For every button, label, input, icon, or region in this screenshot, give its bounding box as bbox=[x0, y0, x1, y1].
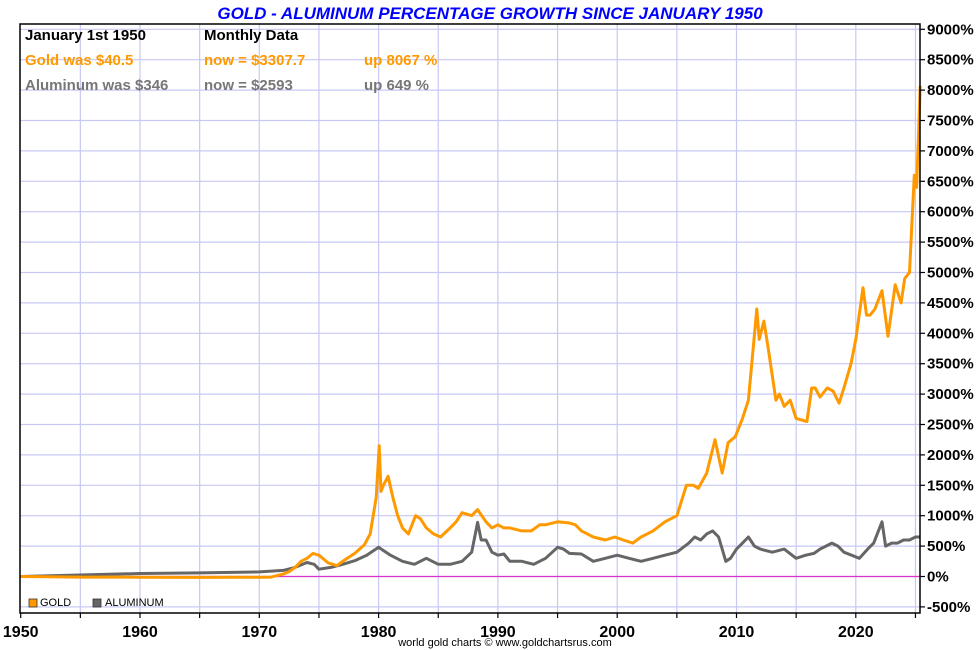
y-tick-label: 6000% bbox=[927, 204, 974, 221]
y-tick-label: 2000% bbox=[927, 447, 974, 464]
y-tick-label: 0% bbox=[927, 569, 949, 586]
frequency-label: Monthly Data bbox=[204, 27, 299, 44]
footer-credit: world gold charts © www.goldchartsrus.co… bbox=[397, 637, 612, 649]
y-tick-label: -500% bbox=[927, 599, 970, 616]
y-tick-label: 5500% bbox=[927, 234, 974, 251]
y-tick-label: 1000% bbox=[927, 508, 974, 525]
y-tick-label: 2500% bbox=[927, 417, 974, 434]
series-line-gold bbox=[20, 85, 922, 579]
y-tick-label: 7000% bbox=[927, 143, 974, 160]
y-tick-label: 9000% bbox=[927, 21, 974, 38]
aluminum-now: now = $2593 bbox=[204, 77, 293, 94]
y-axis: -500% 0% 500% 1000% 1500% 2000% 2500% 3000% 3500… bbox=[920, 21, 974, 616]
date-label: January 1st 1950 bbox=[25, 27, 146, 44]
y-tick-label: 4500% bbox=[927, 295, 974, 312]
aluminum-was: Aluminum was $346 bbox=[25, 77, 168, 94]
chart-title: GOLD - ALUMINUM PERCENTAGE GROWTH SINCE … bbox=[217, 4, 763, 23]
legend-label-aluminum: ALUMINUM bbox=[105, 597, 164, 609]
aluminum-up: up 649 % bbox=[364, 77, 429, 94]
legend: GOLD ALUMINUM bbox=[28, 597, 164, 609]
x-tick-label: 1960 bbox=[122, 624, 158, 641]
y-tick-label: 8000% bbox=[927, 82, 974, 99]
y-tick-label: 4000% bbox=[927, 325, 974, 342]
gold-now: now = $3307.7 bbox=[204, 52, 305, 69]
y-tick-label: 7500% bbox=[927, 113, 974, 130]
x-tick-label: 1980 bbox=[361, 624, 397, 641]
series-line-aluminum bbox=[20, 520, 921, 578]
x-tick-label: 2000 bbox=[599, 624, 635, 641]
plot-frame bbox=[19, 23, 921, 614]
y-tick-label: 500% bbox=[927, 538, 965, 555]
y-tick-label: 3000% bbox=[927, 386, 974, 403]
gold-was: Gold was $40.5 bbox=[25, 52, 133, 69]
x-tick-label: 2020 bbox=[838, 624, 874, 641]
y-tick-label: 5000% bbox=[927, 265, 974, 282]
y-tick-label: 6500% bbox=[927, 173, 974, 190]
x-tick-label: 1950 bbox=[3, 624, 39, 641]
x-tick-label: 1970 bbox=[242, 624, 278, 641]
x-tick-label: 1990 bbox=[480, 624, 516, 641]
legend-swatch-gold bbox=[28, 598, 38, 608]
y-tick-label: 3500% bbox=[927, 356, 974, 373]
y-tick-label: 8500% bbox=[927, 52, 974, 69]
legend-swatch-aluminum bbox=[92, 598, 102, 608]
header-annotations: January 1st 1950 Monthly Data Gold was $… bbox=[25, 27, 437, 94]
series-layer bbox=[20, 85, 922, 579]
legend-label-gold: GOLD bbox=[40, 597, 71, 609]
gold-up: up 8067 % bbox=[364, 52, 437, 69]
grid bbox=[20, 24, 920, 613]
x-tick-label: 2010 bbox=[719, 624, 755, 641]
x-axis: 1950 1960 1970 1980 1990 2000 2010 2020 bbox=[3, 613, 917, 641]
y-tick-label: 1500% bbox=[927, 477, 974, 494]
